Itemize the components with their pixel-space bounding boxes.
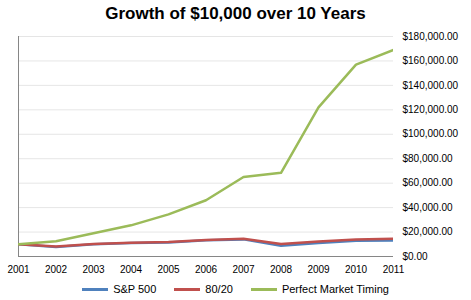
svg-text:2004: 2004 <box>120 264 143 275</box>
svg-text:$20,000.00: $20,000.00 <box>403 226 453 237</box>
svg-text:2010: 2010 <box>345 264 368 275</box>
html-text:Growth of $10,000 over 10 Year: Growth of $10,000 over 10 Years <box>105 4 366 23</box>
html-text:Perfect Market Timing: Perfect Market Timing <box>281 283 389 295</box>
svg-text:2009: 2009 <box>307 264 330 275</box>
svg-text:$140,000.00: $140,000.00 <box>403 80 459 91</box>
svg-text:$60,000.00: $60,000.00 <box>403 177 453 188</box>
svg-text:2005: 2005 <box>157 264 180 275</box>
svg-text:$80,000.00: $80,000.00 <box>403 153 453 164</box>
svg-text:2007: 2007 <box>232 264 255 275</box>
html-text:S&P 500: S&P 500 <box>113 283 157 295</box>
svg-text:2006: 2006 <box>195 264 218 275</box>
svg-text:2002: 2002 <box>45 264 68 275</box>
svg-text:2003: 2003 <box>82 264 105 275</box>
svg-text:2008: 2008 <box>270 264 293 275</box>
svg-text:$160,000.00: $160,000.00 <box>403 55 459 66</box>
svg-text:$180,000.00: $180,000.00 <box>403 31 459 42</box>
svg-text:$40,000.00: $40,000.00 <box>403 202 453 213</box>
html-text:80/20: 80/20 <box>205 283 233 295</box>
svg-text:$100,000.00: $100,000.00 <box>403 128 459 139</box>
svg-text:2001: 2001 <box>7 264 30 275</box>
svg-text:2011: 2011 <box>383 264 405 275</box>
svg-text:$120,000.00: $120,000.00 <box>403 104 459 115</box>
svg-text:$0.00: $0.00 <box>403 251 428 262</box>
